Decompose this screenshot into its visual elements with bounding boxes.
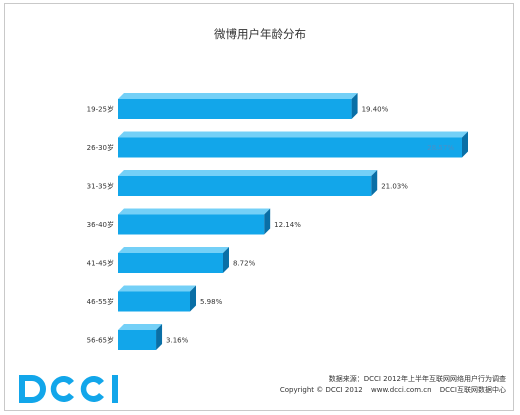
bar: [118, 93, 358, 119]
value-label: 12.14%: [274, 221, 301, 229]
value-label: 28.57%: [427, 144, 454, 152]
bar-front-face: [118, 176, 372, 196]
bar: [118, 131, 468, 158]
chart-frame: [4, 3, 514, 411]
bar-top-face: [118, 324, 163, 330]
value-label: 3.16%: [166, 337, 189, 345]
bar-top-face: [118, 131, 468, 138]
bar-front-face: [118, 99, 352, 119]
category-label: 36-40岁: [87, 220, 114, 229]
bar: [118, 285, 197, 312]
bar-top-face: [118, 208, 271, 215]
bar: [118, 247, 229, 273]
bar-side-face: [222, 247, 229, 273]
value-label: 19.40%: [362, 106, 389, 114]
bar-front-face: [118, 330, 157, 350]
bar-chart: 19-25岁 26-30岁 31-35岁 36-40岁 41-45岁 46-55岁 56-6…: [87, 93, 468, 350]
footer: 数据来源：DCCI 2012年上半年互联网网络用户行为调查 Copyright …: [280, 374, 506, 396]
bar-side-face: [351, 93, 358, 119]
bar-front-face: [118, 291, 191, 312]
category-label: 56-65岁: [87, 336, 114, 345]
category-label: 46-55岁: [87, 297, 114, 306]
bar-side-face: [371, 170, 378, 196]
category-label: 31-35岁: [87, 182, 114, 191]
category-label: 26-30岁: [87, 143, 114, 152]
bars: [118, 93, 468, 350]
org-text: DCCI互联网数据中心: [439, 386, 506, 394]
bar-top-face: [118, 170, 378, 176]
value-labels: 19.40% 28.57% 21.03% 12.14% 8.72% 5.98% 3.16%: [166, 106, 454, 345]
bar-top-face: [118, 93, 358, 99]
bar: [118, 208, 271, 235]
value-label: 8.72%: [233, 260, 256, 268]
bar-front-face: [118, 214, 265, 235]
chart-title: 微博用户年龄分布: [214, 27, 306, 41]
category-label: 19-25岁: [87, 105, 114, 114]
category-label: 41-45岁: [87, 259, 114, 268]
bar-front-face: [118, 137, 462, 158]
bar-top-face: [118, 247, 229, 253]
bar-top-face: [118, 285, 197, 292]
bar-front-face: [118, 253, 223, 273]
bar: [118, 170, 378, 196]
website-text: www.dcci.com.cn: [371, 386, 432, 394]
category-labels: 19-25岁 26-30岁 31-35岁 36-40岁 41-45岁 46-55岁 56-6…: [87, 105, 114, 345]
value-label: 21.03%: [381, 183, 408, 191]
bar-side-face: [156, 324, 163, 350]
bar-side-face: [190, 285, 197, 312]
dcci-logo: [19, 375, 118, 403]
bar: [118, 324, 163, 350]
value-label: 5.98%: [200, 298, 223, 306]
source-text: 数据来源：DCCI 2012年上半年互联网网络用户行为调查: [328, 375, 506, 383]
bar-side-face: [264, 208, 271, 235]
bar-side-face: [462, 131, 468, 158]
copyright-text: Copyright © DCCI 2012: [279, 386, 363, 394]
